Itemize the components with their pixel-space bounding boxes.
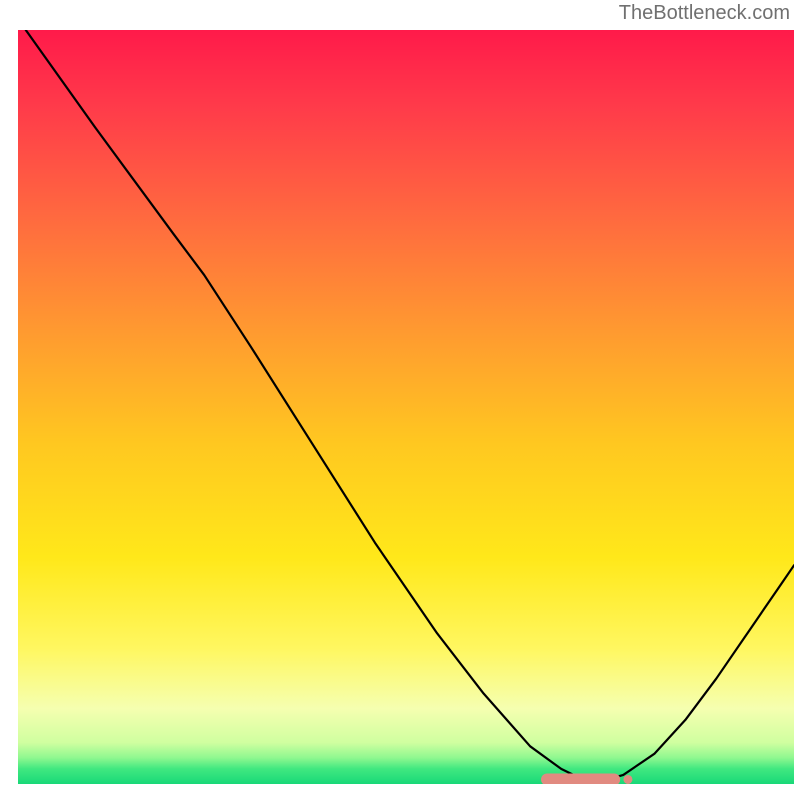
- gradient-background: [18, 30, 794, 784]
- bottleneck-chart: [18, 30, 794, 784]
- watermark-text: TheBottleneck.com: [619, 2, 790, 25]
- minimum-marker-end-dot: [623, 775, 632, 784]
- minimum-marker-pill: [541, 773, 620, 784]
